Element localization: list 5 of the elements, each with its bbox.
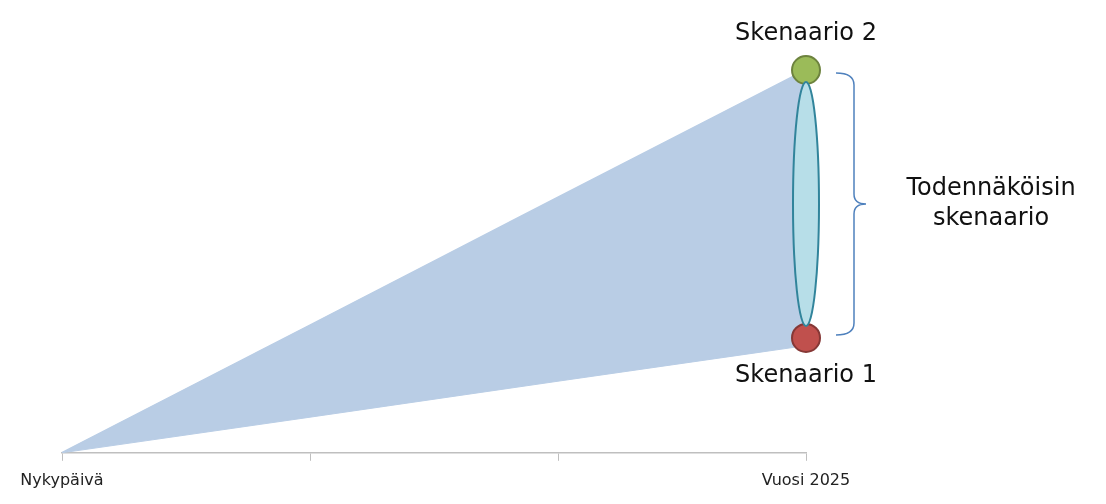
x-tick-label: Vuosi 2025 xyxy=(761,469,851,489)
series-label: Skenaario 1 xyxy=(735,360,877,389)
series-label: Skenaario 2 xyxy=(735,18,877,47)
text: Todennäköisin skenaario xyxy=(905,173,1076,232)
x-tick-label: Nykypäivä xyxy=(20,469,104,489)
